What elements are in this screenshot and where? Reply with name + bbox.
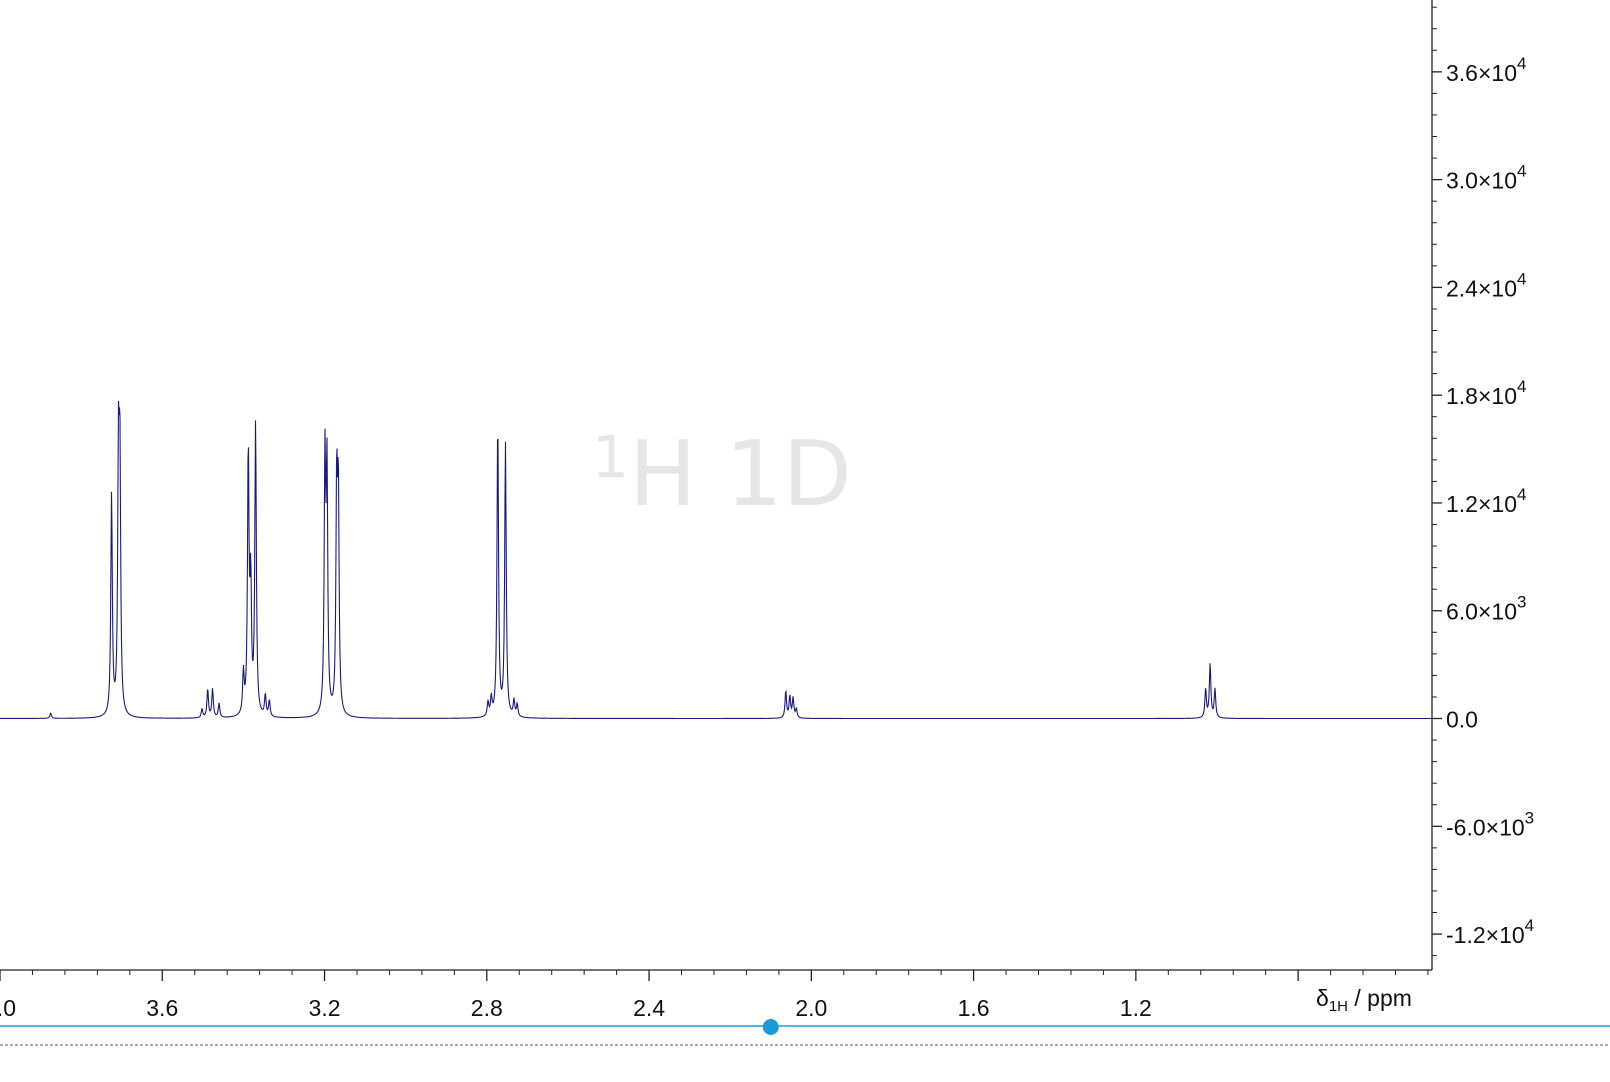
y-axis-ticks	[1432, 71, 1442, 935]
y-tick-label: -6.0×103	[1446, 808, 1534, 840]
y-axis-minor-ticks	[1432, 6, 1437, 957]
x-axis-tick-labels: 4.0 3.6 3.2 2.8 2.4 2.0 1.6 1.2	[0, 995, 1152, 1021]
x-tick-label: 4.0	[0, 995, 16, 1021]
y-tick-label: 3.6×104	[1446, 54, 1526, 86]
x-tick-label: 2.4	[633, 995, 665, 1021]
watermark-superscript: 1	[592, 423, 629, 491]
watermark-text: H 1D	[629, 422, 852, 527]
x-axis-label: δ1H / ppm	[1316, 985, 1412, 1015]
y-tick-label: 1.2×104	[1446, 485, 1526, 517]
y-axis-tick-labels: 3.6×104 3.0×104 2.4×104 1.8×104 1.2×104 6.0×1…	[1446, 54, 1534, 948]
y-tick-label: 1.8×104	[1446, 377, 1526, 409]
y-tick-label: 3.0×104	[1446, 162, 1526, 194]
y-tick-label: 2.4×104	[1446, 269, 1526, 301]
x-axis-label-subscript: 1H	[1329, 998, 1348, 1015]
y-tick-label: -1.2×104	[1446, 916, 1534, 948]
x-tick-label: 1.2	[1120, 995, 1152, 1021]
x-axis-label-unit: / ppm	[1348, 985, 1412, 1011]
x-tick-label: 2.0	[795, 995, 827, 1021]
x-tick-label: 3.2	[309, 995, 341, 1021]
spectrum-trace	[0, 401, 1432, 720]
x-axis-label-symbol: δ	[1316, 985, 1329, 1011]
scroll-slider-handle[interactable]	[762, 1019, 779, 1035]
x-tick-label: 2.8	[471, 995, 503, 1021]
watermark: 1H 1D	[592, 422, 852, 527]
x-tick-label: 1.6	[958, 995, 990, 1021]
y-tick-label: 6.0×103	[1446, 593, 1526, 625]
x-tick-label: 3.6	[146, 995, 178, 1021]
y-tick-label: 0.0	[1446, 707, 1478, 733]
x-axis-ticks	[0, 970, 1429, 981]
